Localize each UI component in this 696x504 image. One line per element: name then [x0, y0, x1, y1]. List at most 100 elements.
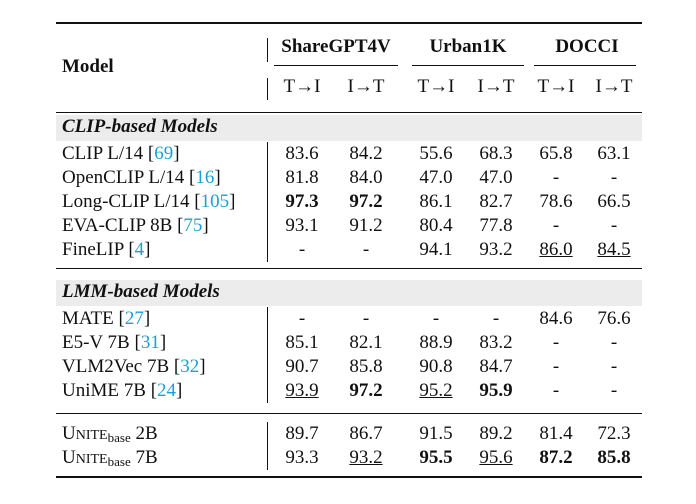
score-urban1k-i2t: 95.6 — [479, 447, 513, 468]
table-row: UNITEbase 7B 93.3 93.2 95.5 95.6 87.2 85.8 — [56, 447, 642, 471]
citation-ref: 69 — [154, 143, 174, 164]
score-sharegpt4v-t2i: 83.6 — [285, 143, 319, 164]
group-header-urban1k: Urban1K — [429, 36, 507, 57]
score-docci-t2i: - — [552, 215, 560, 236]
model-column-header: Model — [62, 56, 114, 77]
score-sharegpt4v-t2i: - — [298, 239, 306, 260]
model-label: EVA-CLIP 8B — [62, 215, 173, 236]
score-docci-i2t: - — [610, 356, 618, 377]
model-name: FineLIP [4] — [62, 239, 151, 260]
table-row: OpenCLIP L/14 [16] 81.8 84.0 47.0 47.0 - - — [56, 167, 642, 191]
citation-ref: 24 — [157, 380, 177, 401]
score-docci-i2t: 84.5 — [597, 239, 631, 260]
section-title-lmm: LMM-based Models — [62, 281, 220, 302]
score-docci-i2t: 72.3 — [597, 423, 631, 444]
model-name: Long-CLIP L/14 [105] — [62, 191, 236, 212]
score-sharegpt4v-t2i: 89.7 — [285, 423, 319, 444]
model-label: CLIP L/14 — [62, 143, 144, 164]
model-name: EVA-CLIP 8B [75] — [62, 215, 209, 236]
model-label: Long-CLIP L/14 — [62, 191, 190, 212]
unite-smallcaps: NITE — [75, 452, 108, 467]
score-sharegpt4v-i2t: 84.2 — [349, 143, 383, 164]
model-label: VLM2Vec 7B — [62, 356, 170, 377]
citation-ref: 16 — [195, 167, 215, 188]
score-docci-i2t: 63.1 — [597, 143, 631, 164]
section-rule — [56, 268, 642, 269]
table-row: UniME 7B [24] 93.9 97.2 95.2 95.9 - - — [56, 380, 642, 404]
score-docci-t2i: 78.6 — [539, 191, 573, 212]
model-name: MATE [27] — [62, 308, 151, 329]
score-urban1k-i2t: 84.7 — [479, 356, 513, 377]
score-docci-t2i: 81.4 — [539, 423, 573, 444]
score-urban1k-i2t: 93.2 — [479, 239, 513, 260]
score-sharegpt4v-i2t: 97.2 — [349, 191, 383, 212]
table-row: CLIP L/14 [69] 83.6 84.2 55.6 68.3 65.8 63.1 — [56, 143, 642, 167]
unite-initial: U — [62, 447, 76, 468]
section-band — [56, 280, 642, 306]
score-docci-t2i: 84.6 — [539, 308, 573, 329]
score-docci-i2t: - — [610, 332, 618, 353]
group-underline-sharegpt4v — [274, 65, 398, 66]
score-urban1k-i2t: - — [492, 308, 500, 329]
score-docci-i2t: - — [610, 215, 618, 236]
score-docci-i2t: 66.5 — [597, 191, 631, 212]
model-name: UNITEbase 2B — [62, 423, 158, 446]
model-label: E5-V 7B — [62, 332, 130, 353]
header-rule — [56, 112, 642, 113]
score-docci-i2t: - — [610, 167, 618, 188]
group-underline-docci — [534, 65, 636, 66]
table-row: UNITEbase 2B 89.7 86.7 91.5 89.2 81.4 72.3 — [56, 423, 642, 447]
score-docci-t2i: 87.2 — [539, 447, 573, 468]
unite-subscript: base — [107, 454, 131, 469]
score-urban1k-t2i: 47.0 — [419, 167, 453, 188]
score-sharegpt4v-i2t: - — [362, 239, 370, 260]
bottom-rule — [56, 476, 642, 478]
group-header-sharegpt4v: ShareGPT4V — [281, 36, 391, 57]
citation-ref: 27 — [124, 308, 144, 329]
citation-ref: 31 — [140, 332, 160, 353]
table-row: MATE [27] - - - - 84.6 76.6 — [56, 308, 642, 332]
table-row: Long-CLIP L/14 [105] 97.3 97.2 86.1 82.7 78.6… — [56, 191, 642, 215]
score-docci-i2t: 85.8 — [597, 447, 631, 468]
citation-ref: 105 — [200, 191, 230, 212]
subheader-i2t: I→T — [595, 76, 633, 97]
subheader-t2i: T→I — [537, 76, 575, 97]
section-title-clip: CLIP-based Models — [62, 116, 218, 137]
score-sharegpt4v-i2t: 91.2 — [349, 215, 383, 236]
section-band — [56, 115, 642, 141]
score-sharegpt4v-i2t: 85.8 — [349, 356, 383, 377]
score-urban1k-i2t: 95.9 — [479, 380, 513, 401]
top-rule — [56, 22, 642, 24]
score-docci-t2i: - — [552, 167, 560, 188]
model-name: UNITEbase 7B — [62, 447, 158, 470]
model-name: CLIP L/14 [69] — [62, 143, 180, 164]
score-urban1k-t2i: - — [432, 308, 440, 329]
subheader-t2i: T→I — [283, 76, 321, 97]
subheader-i2t: I→T — [347, 76, 385, 97]
table-row: E5-V 7B [31] 85.1 82.1 88.9 83.2 - - — [56, 332, 642, 356]
subheader-i2t: I→T — [477, 76, 515, 97]
score-docci-i2t: - — [610, 380, 618, 401]
model-size: 7B — [135, 447, 158, 468]
score-docci-i2t: 76.6 — [597, 308, 631, 329]
score-sharegpt4v-i2t: 86.7 — [349, 423, 383, 444]
score-urban1k-t2i: 86.1 — [419, 191, 453, 212]
column-divider — [267, 142, 268, 262]
model-name: OpenCLIP L/14 [16] — [62, 167, 221, 188]
column-divider — [267, 422, 268, 470]
citation-ref: 32 — [180, 356, 200, 377]
unite-smallcaps: NITE — [75, 428, 108, 443]
score-urban1k-i2t: 83.2 — [479, 332, 513, 353]
score-urban1k-t2i: 95.5 — [419, 447, 453, 468]
score-urban1k-i2t: 89.2 — [479, 423, 513, 444]
score-urban1k-t2i: 55.6 — [419, 143, 453, 164]
unite-initial: U — [62, 423, 76, 444]
model-label: MATE — [62, 308, 114, 329]
score-docci-t2i: 65.8 — [539, 143, 573, 164]
score-sharegpt4v-i2t: 82.1 — [349, 332, 383, 353]
score-docci-t2i: - — [552, 356, 560, 377]
score-sharegpt4v-t2i: 97.3 — [285, 191, 319, 212]
score-urban1k-i2t: 82.7 — [479, 191, 513, 212]
score-sharegpt4v-t2i: 81.8 — [285, 167, 319, 188]
table-row: EVA-CLIP 8B [75] 93.1 91.2 80.4 77.8 - - — [56, 215, 642, 239]
